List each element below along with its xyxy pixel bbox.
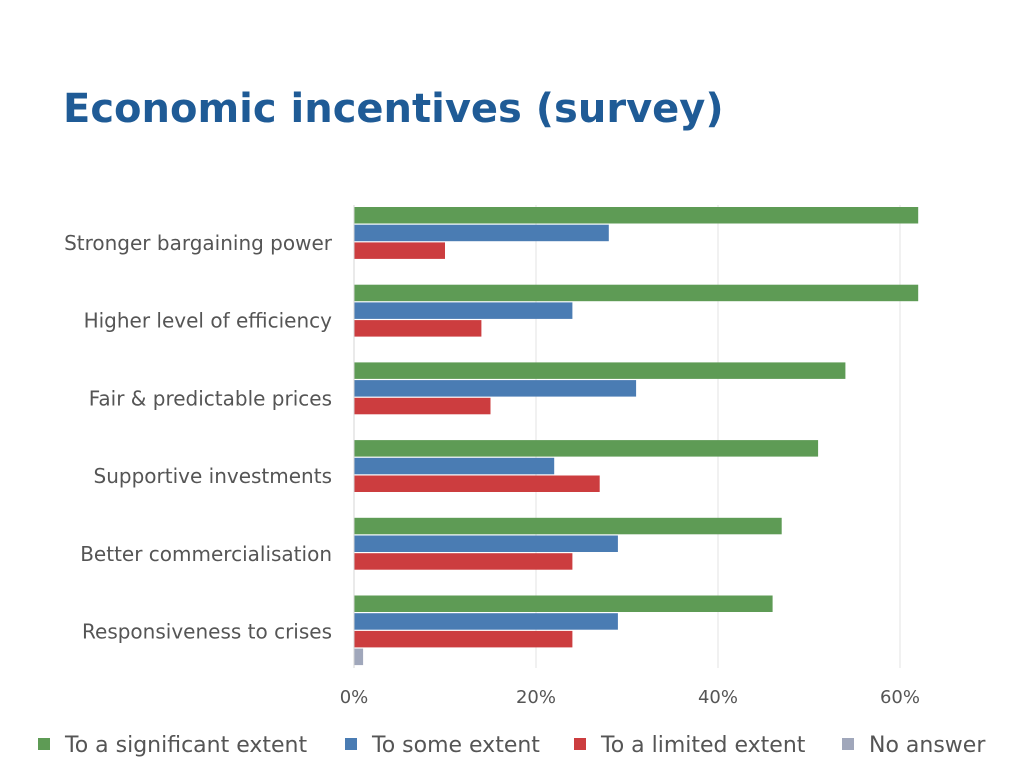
bar <box>354 553 573 570</box>
bar <box>354 362 846 379</box>
legend-swatch <box>574 738 586 750</box>
legend-label: No answer <box>869 733 986 758</box>
gridlines <box>535 205 901 668</box>
legend-swatch <box>842 738 854 750</box>
bar <box>354 595 773 612</box>
category-label: Higher level of efficiency <box>84 309 333 333</box>
x-tick-labels: 0% 20% 40% 60% <box>340 687 920 708</box>
category-label: Stronger bargaining power <box>64 231 333 255</box>
bars <box>354 207 919 666</box>
bar <box>354 397 491 415</box>
bar <box>354 320 482 337</box>
category-label: Supportive investments <box>94 464 332 488</box>
bar <box>354 517 782 535</box>
category-label: Responsiveness to crises <box>82 620 332 644</box>
x-tick-label: 0% <box>340 687 369 708</box>
bar <box>354 535 618 552</box>
category-labels: Stronger bargaining power Higher level of… <box>64 231 333 644</box>
page-title: Economic incentives (survey) <box>63 86 724 132</box>
bar <box>354 302 573 319</box>
category-label: Fair & predictable prices <box>89 386 332 410</box>
bar <box>354 224 609 242</box>
legend: To a significant extent To some extent To … <box>38 733 986 758</box>
bar <box>354 380 637 397</box>
legend-label: To a limited extent <box>600 733 806 758</box>
legend-swatch <box>38 738 50 750</box>
bar <box>354 475 600 492</box>
legend-label: To a significant extent <box>64 733 307 758</box>
bar <box>354 440 819 457</box>
bar <box>354 242 445 259</box>
x-tick-label: 60% <box>880 687 920 708</box>
bar <box>354 284 919 302</box>
bar <box>354 648 364 666</box>
category-label: Better commercialisation <box>80 542 332 566</box>
x-tick-label: 20% <box>516 687 556 708</box>
bar <box>354 630 573 648</box>
legend-label: To some extent <box>371 733 540 758</box>
bar <box>354 457 555 475</box>
bar <box>354 613 618 630</box>
bar <box>354 207 919 224</box>
legend-swatch <box>345 738 357 750</box>
x-tick-label: 40% <box>698 687 738 708</box>
